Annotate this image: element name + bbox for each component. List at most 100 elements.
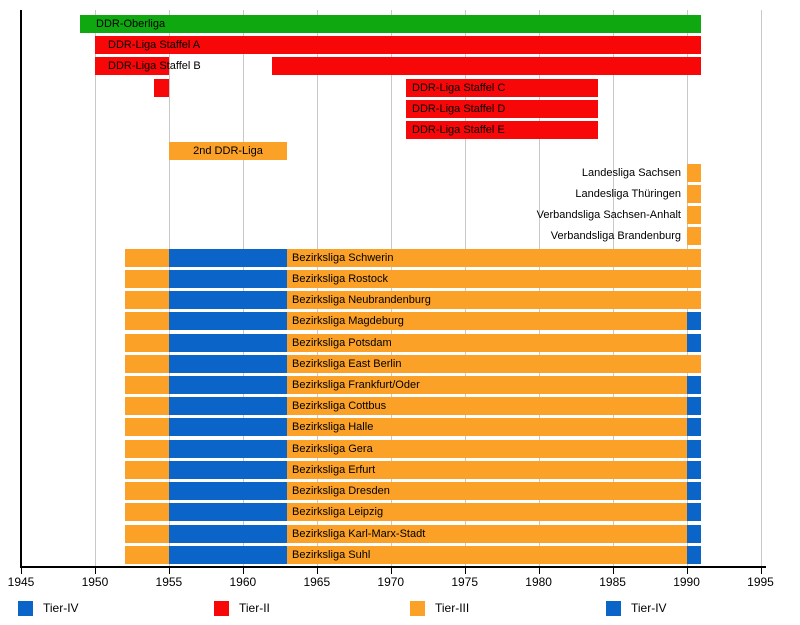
timeline-bar-segment bbox=[405, 99, 598, 118]
timeline-bar-segment bbox=[287, 418, 687, 437]
timeline-bar-segment bbox=[287, 312, 687, 331]
timeline-bar-segment bbox=[168, 460, 288, 479]
row-label: Bezirksliga Cottbus bbox=[292, 400, 387, 413]
axis-tick-label-1960: 1960 bbox=[229, 575, 257, 589]
timeline-bar-segment bbox=[124, 545, 169, 564]
grid-line-1955 bbox=[168, 10, 170, 566]
timeline-bar-segment bbox=[124, 354, 169, 373]
timeline-bar-segment bbox=[287, 269, 702, 288]
row-label: Bezirksliga Karl-Marx-Stadt bbox=[292, 527, 426, 540]
row-label: 2nd DDR-Liga bbox=[193, 145, 263, 158]
timeline-bar-segment bbox=[124, 503, 169, 522]
axis-tick-label-1955: 1955 bbox=[155, 575, 183, 589]
timeline-bar-segment bbox=[168, 142, 288, 161]
row-label: Verbandsliga Sachsen-Anhalt bbox=[536, 209, 681, 222]
timeline-bar-segment bbox=[168, 248, 288, 267]
legend-label: Tier-IV bbox=[631, 601, 667, 615]
timeline-bar-segment bbox=[287, 524, 687, 543]
axis-tick-1965 bbox=[316, 568, 318, 574]
grid-line-1950 bbox=[94, 10, 96, 566]
row-label: Bezirksliga Gera bbox=[292, 442, 373, 455]
timeline-bar-segment bbox=[168, 482, 288, 501]
timeline-bar-segment bbox=[287, 333, 687, 352]
grid-line-1985 bbox=[612, 10, 614, 566]
row-label: Landesliga Sachsen bbox=[581, 166, 681, 179]
timeline-bar-segment bbox=[94, 36, 702, 55]
timeline-bar-segment bbox=[168, 503, 288, 522]
grid-line-1975 bbox=[464, 10, 466, 566]
axis-tick-1990 bbox=[686, 568, 688, 574]
row-label: Bezirksliga Erfurt bbox=[292, 463, 376, 476]
timeline-bar-segment bbox=[124, 312, 169, 331]
timeline-bar-segment bbox=[686, 184, 702, 203]
timeline-bar-segment bbox=[686, 397, 702, 416]
timeline-bar-segment bbox=[686, 333, 702, 352]
timeline-bar-segment bbox=[287, 460, 687, 479]
y-axis-line bbox=[20, 10, 22, 566]
row-label: DDR-Liga Staffel C bbox=[412, 81, 506, 94]
timeline-bar-segment bbox=[686, 503, 702, 522]
grid-line-1965 bbox=[316, 10, 318, 566]
timeline-bar-segment bbox=[168, 269, 288, 288]
legend-label: Tier-IV bbox=[43, 601, 79, 615]
timeline-bar-segment bbox=[686, 418, 702, 437]
timeline-bar-segment bbox=[686, 375, 702, 394]
row-label: Bezirksliga Frankfurt/Oder bbox=[292, 378, 420, 391]
timeline-bar-segment bbox=[287, 439, 687, 458]
row-label: Bezirksliga Dresden bbox=[292, 485, 390, 498]
grid-line-1990 bbox=[686, 10, 688, 566]
axis-tick-label-1975: 1975 bbox=[451, 575, 479, 589]
legend-swatch-orange bbox=[410, 601, 425, 616]
row-label: DDR-Liga Staffel B bbox=[108, 60, 201, 73]
row-label: Bezirksliga Rostock bbox=[292, 272, 388, 285]
axis-tick-1980 bbox=[538, 568, 540, 574]
timeline-bar-segment bbox=[168, 333, 288, 352]
axis-tick-label-1970: 1970 bbox=[377, 575, 405, 589]
timeline-bar-segment bbox=[686, 524, 702, 543]
axis-tick-label-1990: 1990 bbox=[673, 575, 700, 589]
row-label: DDR-Liga Staffel E bbox=[412, 124, 505, 137]
timeline-bar-segment bbox=[287, 354, 702, 373]
row-label: Bezirksliga Neubrandenburg bbox=[292, 294, 431, 307]
timeline-bar-segment bbox=[405, 121, 598, 140]
axis-tick-1995 bbox=[760, 568, 762, 574]
axis-tick-1970 bbox=[390, 568, 392, 574]
axis-tick-label-1980: 1980 bbox=[525, 575, 552, 589]
timeline-bar-segment bbox=[168, 354, 288, 373]
row-label: DDR-Liga Staffel A bbox=[108, 39, 201, 52]
legend-label: Tier-II bbox=[239, 601, 270, 615]
timeline-bar-segment bbox=[686, 206, 702, 225]
timeline-bar-segment bbox=[686, 312, 702, 331]
axis-tick-1945 bbox=[21, 568, 22, 574]
timeline-bar-segment bbox=[124, 460, 169, 479]
timeline-bar-segment bbox=[124, 333, 169, 352]
row-label: Bezirksliga Suhl bbox=[292, 548, 371, 561]
axis-tick-label-1995: 1995 bbox=[747, 575, 774, 589]
grid-line-1980 bbox=[538, 10, 540, 566]
x-axis-line bbox=[20, 566, 766, 568]
timeline-bar-segment bbox=[94, 57, 169, 76]
timeline-bar-segment bbox=[686, 163, 702, 182]
timeline-bar-segment bbox=[124, 397, 169, 416]
timeline-bar-segment bbox=[168, 524, 288, 543]
row-label: Landesliga Thüringen bbox=[575, 187, 681, 200]
timeline-bar-segment bbox=[287, 545, 687, 564]
timeline-bar-segment bbox=[686, 482, 702, 501]
grid-line-1960 bbox=[242, 10, 244, 566]
timeline-bar-segment bbox=[124, 418, 169, 437]
timeline-bar-segment bbox=[124, 524, 169, 543]
axis-tick-label-1965: 1965 bbox=[303, 575, 331, 589]
timeline-bar-segment bbox=[124, 248, 169, 267]
row-label: DDR-Liga Staffel D bbox=[412, 102, 506, 115]
timeline-bar-segment bbox=[168, 418, 288, 437]
axis-tick-1975 bbox=[464, 568, 466, 574]
grid-line-1995 bbox=[760, 10, 762, 566]
axis-tick-1955 bbox=[168, 568, 170, 574]
timeline-bar-segment bbox=[686, 545, 702, 564]
row-label: Verbandsliga Brandenburg bbox=[550, 230, 681, 243]
timeline-bar-segment bbox=[124, 439, 169, 458]
legend-swatch-blue bbox=[606, 601, 621, 616]
timeline-bar-segment bbox=[80, 15, 702, 33]
row-label: Bezirksliga Leipzig bbox=[292, 506, 384, 519]
